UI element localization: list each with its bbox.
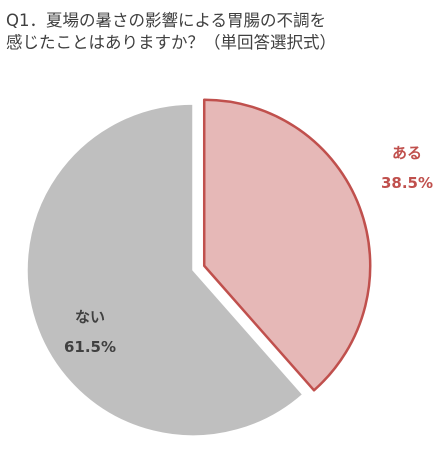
chart-title-line-1: Q1．夏場の暑さの影響による胃腸の不調を — [6, 11, 326, 30]
chart-title: Q1．夏場の暑さの影響による胃腸の不調を 感じたことはありますか？（単回答選択式… — [6, 10, 431, 54]
pie-labels: ある 38.5% ない 61.5% — [64, 144, 433, 356]
slice-value-nai: 61.5% — [64, 338, 116, 356]
slice-label-aru: ある — [392, 144, 422, 162]
slice-label-nai: ない — [75, 308, 105, 326]
pie-slices — [26, 98, 372, 437]
chart-title-line-2: 感じたことはありますか？（単回答選択式） — [6, 33, 336, 52]
pie-slice-nai — [26, 103, 304, 437]
slice-value-aru: 38.5% — [381, 174, 433, 192]
pie-slice-aru — [202, 98, 372, 392]
